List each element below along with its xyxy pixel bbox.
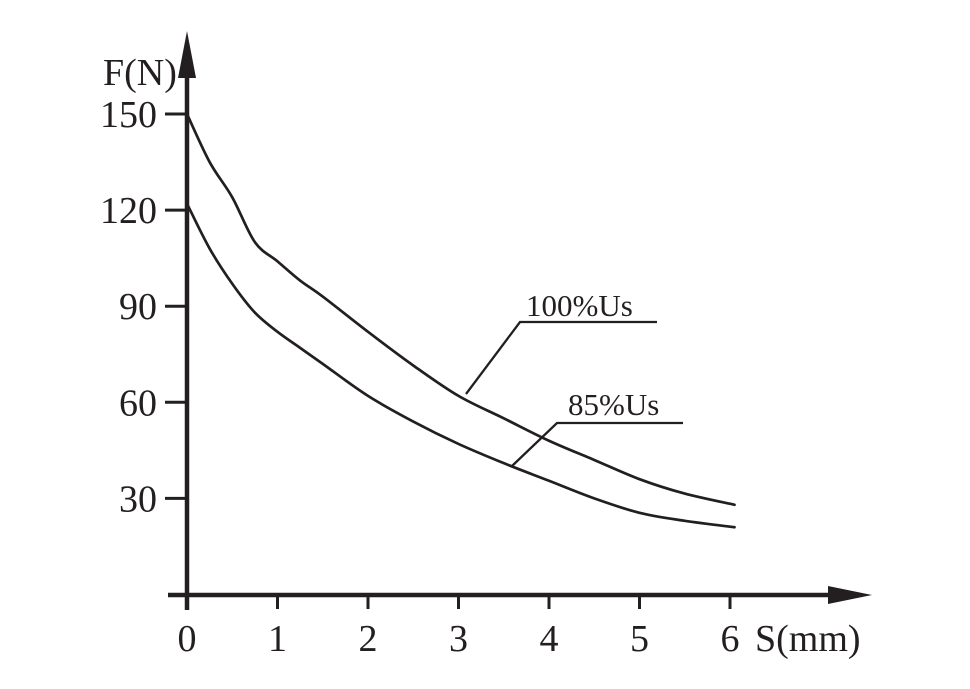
x-tick-label: 3 [449, 618, 468, 660]
y-tick-label: 90 [119, 286, 157, 328]
y-tick-label: 150 [100, 94, 157, 136]
y-axis-arrow-icon [178, 31, 196, 78]
y-axis-title: F(N) [103, 52, 177, 94]
series-curve-100pct [185, 112, 736, 507]
x-tick-label: 1 [268, 618, 287, 660]
x-tick-label: 6 [721, 618, 740, 660]
series-label-85pct: 85%Us [568, 387, 659, 422]
callout-leader-100pct [465, 320, 657, 395]
x-axis-title: S(mm) [755, 618, 861, 660]
x-axis-arrow-icon [828, 586, 872, 604]
x-tick-label: 0 [178, 618, 197, 660]
data-curves [185, 112, 736, 529]
y-tick-label: 120 [100, 190, 157, 232]
y-axis-ticks: 30 60 90 120 150 [100, 94, 187, 520]
x-tick-label: 5 [630, 618, 649, 660]
y-tick-label: 30 [119, 478, 157, 520]
x-axis-ticks: 0 1 2 3 4 5 6 [178, 595, 740, 660]
x-tick-label: 4 [540, 618, 559, 660]
callout-leader-85pct [511, 421, 683, 467]
x-tick-label: 2 [359, 618, 378, 660]
series-label-100pct: 100%Us [526, 288, 633, 323]
series-curve-85pct [185, 202, 736, 529]
y-tick-label: 60 [119, 382, 157, 424]
